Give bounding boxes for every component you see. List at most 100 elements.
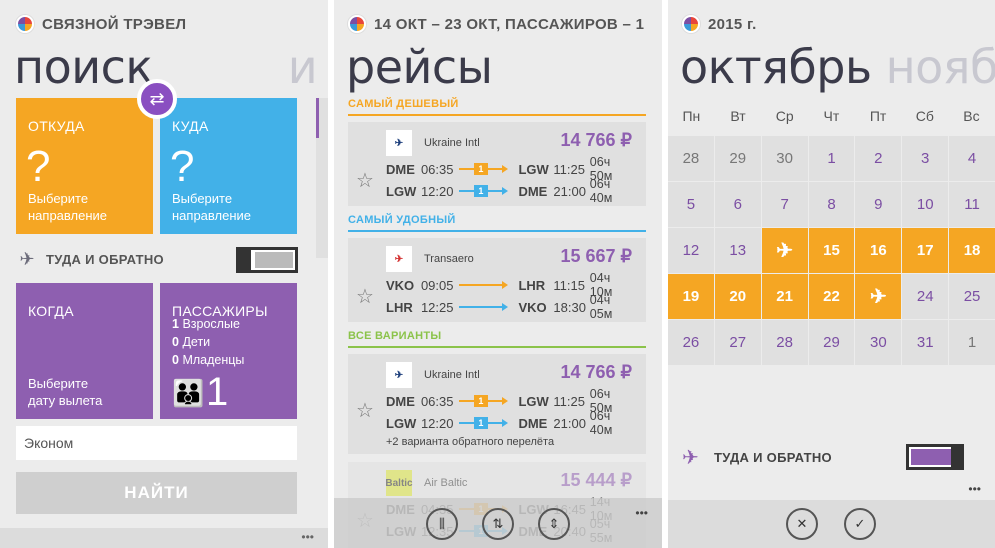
calendar-day[interactable]: 3 — [902, 136, 949, 181]
trip-date-plane-icon[interactable]: ✈ — [855, 274, 902, 319]
stops-badge: 1 — [473, 395, 488, 407]
favorite-star-icon[interactable]: ☆ — [356, 286, 374, 308]
stops-badge: 1 — [473, 163, 488, 175]
calendar-day[interactable]: 8 — [808, 182, 855, 227]
round-trip-toggle[interactable] — [906, 444, 964, 470]
next-month[interactable]: ноябрь — [885, 40, 995, 94]
to-tile[interactable]: КУДА ? Выберите направление — [160, 98, 297, 234]
weekday-label: Вс — [963, 108, 980, 124]
calendar-day[interactable]: 6 — [714, 182, 761, 227]
current-month: октябрь — [680, 40, 872, 94]
calendar-day[interactable]: 13 — [714, 228, 761, 273]
app-bar: ••• — [0, 528, 328, 548]
calendar-grid: 28 29 30 1 2 3 4 5 6 7 8 9 10 11 12 13 ✈ 15 16 17 18 19 20 21 22… — [668, 136, 995, 365]
flight-leg: VKO 09:05 LHR 11:15 04ч 10м — [386, 271, 632, 299]
class-field[interactable] — [16, 426, 297, 460]
toggle-knob — [951, 447, 961, 467]
cancel-icon[interactable]: ✕ — [786, 508, 818, 540]
favorite-star-icon[interactable]: ☆ — [356, 170, 374, 192]
more-dots-icon[interactable]: ••• — [635, 506, 648, 520]
when-hint-line2: дату вылета — [28, 393, 103, 408]
dep-time: 12:20 — [420, 415, 454, 431]
trip-type-label: ТУДА И ОБРАТНО — [714, 449, 832, 465]
calendar-day[interactable]: 1 — [949, 320, 995, 365]
arr-time: 21:00 — [553, 183, 586, 199]
calendar-day[interactable]: 30 — [761, 136, 808, 181]
sort-icon[interactable]: ⇅ — [482, 508, 514, 540]
calendar-day[interactable]: 9 — [855, 182, 902, 227]
round-trip-toggle[interactable] — [236, 247, 298, 273]
flight-leg: LHR 12:25 VKO 18:30 04ч 05м — [386, 293, 632, 321]
arr-time: 11:25 — [553, 393, 585, 409]
airline: Baltic Air Baltic — [385, 470, 467, 496]
calendar-day[interactable]: 26 — [668, 320, 714, 365]
arrow-head-icon — [502, 281, 509, 289]
calendar-day[interactable]: 4 — [949, 136, 995, 181]
calendar-day[interactable]: 28 — [668, 136, 714, 181]
calendar-day[interactable]: 29 — [808, 320, 855, 365]
swap-direction-icon[interactable]: ⇄ — [137, 79, 177, 119]
adults-label: Взрослые — [182, 317, 240, 331]
dep-time: 12:20 — [420, 183, 454, 199]
when-hint-line1: Выберите — [28, 376, 89, 391]
app-logo-icon — [682, 15, 700, 33]
calendar-day[interactable]: 18 — [949, 228, 995, 273]
calendar-day[interactable]: 5 — [668, 182, 714, 227]
next-page-title[interactable]: и — [287, 40, 318, 94]
calendar-day[interactable]: 29 — [714, 136, 761, 181]
when-label: КОГДА — [28, 303, 74, 319]
calendar-day[interactable]: 16 — [855, 228, 902, 273]
calendar-day[interactable]: 22 — [808, 274, 855, 319]
calendar-day[interactable]: 27 — [714, 320, 761, 365]
calendar-day[interactable]: 30 — [855, 320, 902, 365]
calendar-day[interactable]: 21 — [761, 274, 808, 319]
calendar-day[interactable]: 12 — [668, 228, 714, 273]
more-dots-icon[interactable]: ••• — [301, 530, 314, 544]
filter-icon[interactable]: ⫼ — [426, 508, 458, 540]
toggle-knob — [239, 250, 251, 270]
arr-airport: DME — [518, 183, 548, 199]
when-tile[interactable]: КОГДА Выберите дату вылета — [16, 283, 153, 419]
expand-icon[interactable]: ⇕ — [538, 508, 570, 540]
trip-date-plane-icon[interactable]: ✈ — [761, 228, 808, 273]
calendar-header: 2015 г. — [682, 12, 987, 36]
calendar-day[interactable]: 15 — [808, 228, 855, 273]
find-button[interactable]: НАЙТИ — [16, 472, 297, 514]
flight-card[interactable]: ✈ Ukraine Intl 14 766 ₽ ☆ DME 06:35 1 LGW 11:25 0… — [348, 354, 646, 454]
calendar-day[interactable]: 10 — [902, 182, 949, 227]
stops-badge: 1 — [473, 417, 488, 429]
calendar-day[interactable]: 19 — [668, 274, 714, 319]
calendar-day[interactable]: 1 — [808, 136, 855, 181]
calendar-day[interactable]: 20 — [714, 274, 761, 319]
calendar-day[interactable]: 2 — [855, 136, 902, 181]
calendar-day[interactable]: 11 — [949, 182, 995, 227]
route-line — [459, 168, 474, 170]
flight-card[interactable]: ✈ Transaero 15 667 ₽ ☆ VKO 09:05 LHR 11:15 04ч 1… — [348, 238, 646, 322]
route-arrow: 1 — [459, 185, 509, 197]
calendar-day[interactable]: 28 — [761, 320, 808, 365]
confirm-icon[interactable]: ✓ — [844, 508, 876, 540]
month-title: октябрьноябрь — [680, 40, 995, 94]
from-tile[interactable]: ОТКУДА ? Выберите направление — [16, 98, 153, 234]
calendar-day[interactable]: 7 — [761, 182, 808, 227]
airline-logo-icon: ✈ — [386, 130, 412, 156]
calendar-day[interactable]: 31 — [902, 320, 949, 365]
flight-leg: DME 06:35 1 LGW 11:25 06ч 50м — [386, 387, 632, 415]
passengers-tile[interactable]: ПАССАЖИРЫ 1 Взрослые 0 Дети 0 Младенцы 👪… — [160, 283, 297, 419]
section-convenient: САМЫЙ УДОБНЫЙ — [348, 214, 646, 232]
favorite-star-icon[interactable]: ☆ — [356, 400, 374, 422]
route-arrow: 1 — [459, 395, 509, 407]
calendar-day[interactable]: 24 — [902, 274, 949, 319]
more-dots-icon[interactable]: ••• — [968, 482, 981, 496]
more-options-text[interactable]: +2 варианта обратного перелёта — [386, 436, 555, 448]
calendar-day[interactable]: 25 — [949, 274, 995, 319]
flight-card[interactable]: ✈ Ukraine Intl 14 766 ₽ ☆ DME 06:35 1 LGW 11:25 0… — [348, 122, 646, 206]
family-icon: 👪 — [172, 378, 205, 408]
airline: ✈ Ukraine Intl — [386, 362, 480, 388]
calendar-day[interactable]: 17 — [902, 228, 949, 273]
arr-airport: DME — [518, 415, 548, 431]
section-all: ВСЕ ВАРИАНТЫ — [348, 330, 646, 348]
flight-price: 15 667 ₽ — [560, 246, 632, 266]
search-screen: СВЯЗНОЙ ТРЭВЕЛ поиск и ОТКУДА ? Выберите … — [0, 0, 328, 548]
